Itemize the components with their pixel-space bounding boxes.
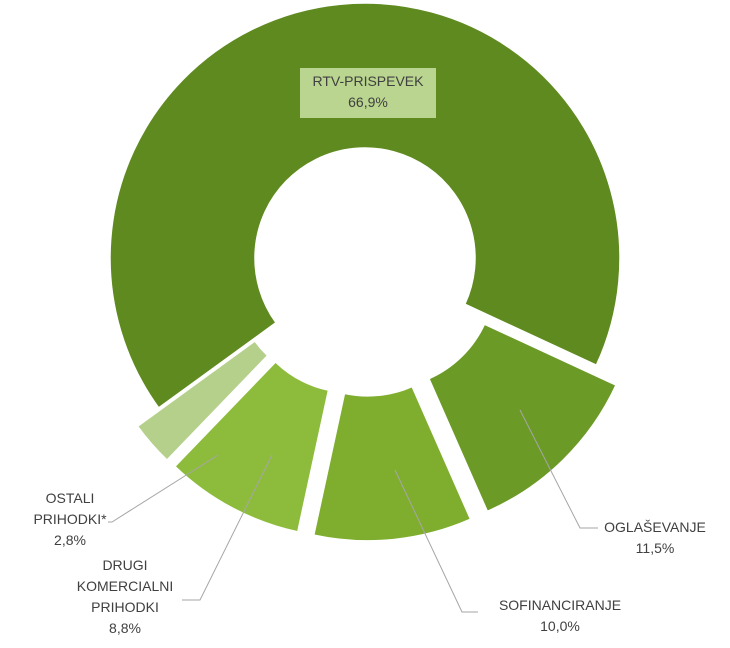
leader-line <box>182 454 273 601</box>
value-label: 10,0% <box>540 618 580 634</box>
data-label: RTV-PRISPEVEK 66,9% <box>300 71 436 113</box>
leader-line <box>108 454 219 523</box>
leader-line <box>394 469 478 613</box>
donut-slice <box>173 360 330 533</box>
data-label: OGLAŠEVANJE 11,5% <box>585 517 725 559</box>
value-label: 11,5% <box>635 540 675 556</box>
data-label: OSTALI PRIHODKI* 2,8% <box>20 488 120 551</box>
value-label: 8,8% <box>109 620 141 636</box>
donut-slice <box>109 2 621 409</box>
donut-slice <box>136 339 269 462</box>
value-label: 66,9% <box>348 94 388 110</box>
donut-slice <box>427 323 618 513</box>
leader-line <box>519 409 598 529</box>
category-label: OGLAŠEVANJE <box>604 519 706 535</box>
category-label: RTV-PRISPEVEK <box>312 73 424 89</box>
data-label: DRUGI KOMERCIALNI PRIHODKI 8,8% <box>75 555 175 639</box>
data-label: SOFINANCIRANJE 10,0% <box>480 595 640 637</box>
value-label: 2,8% <box>54 532 86 548</box>
category-label: SOFINANCIRANJE <box>498 597 622 613</box>
donut-slice <box>312 385 472 542</box>
label-box <box>300 68 436 118</box>
category-label: DRUGI KOMERCIALNI PRIHODKI <box>76 557 174 615</box>
category-label: OSTALI PRIHODKI* <box>33 490 107 527</box>
